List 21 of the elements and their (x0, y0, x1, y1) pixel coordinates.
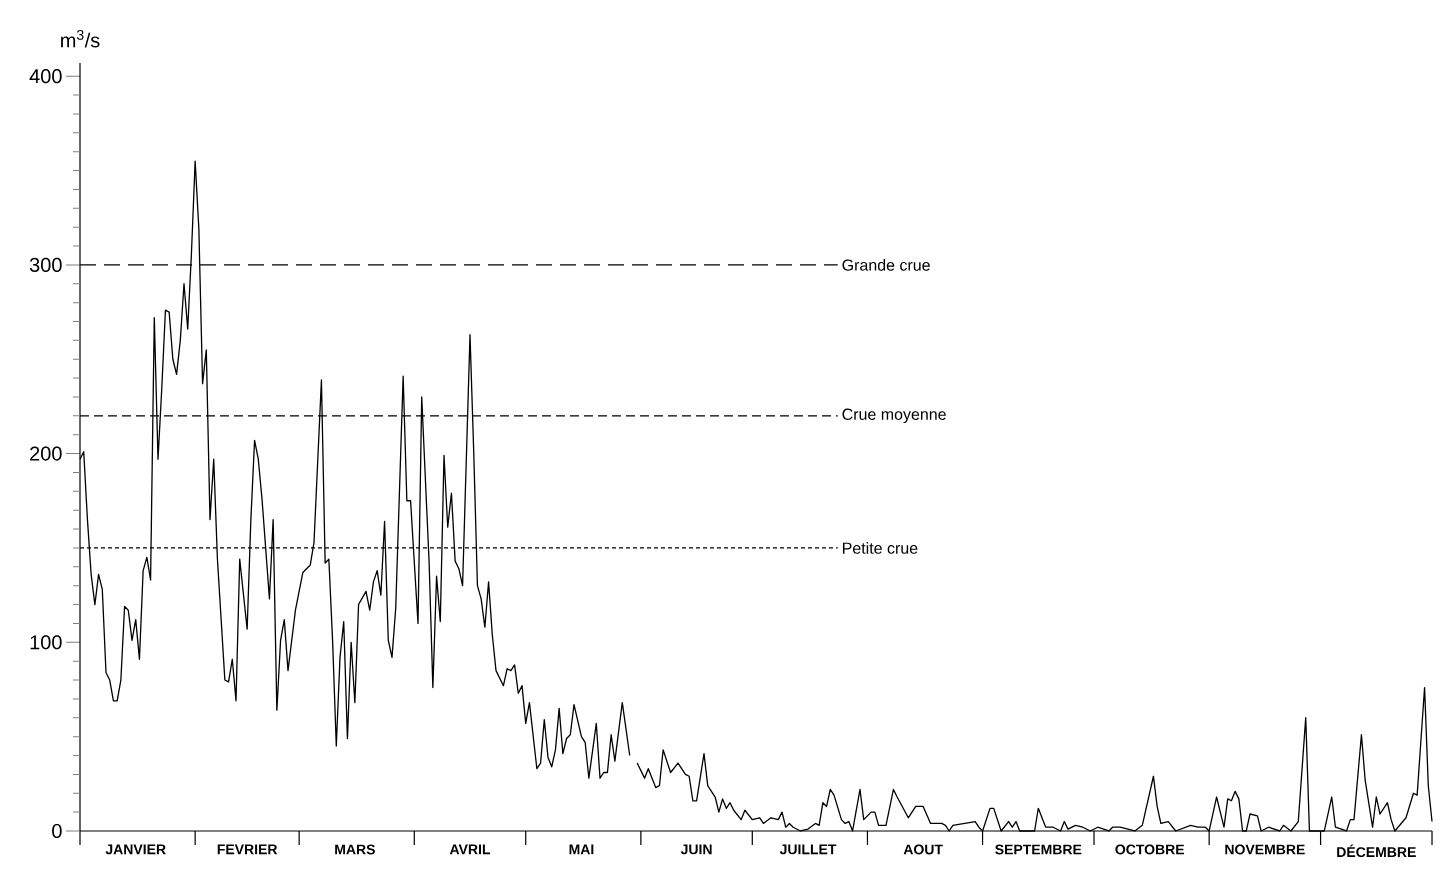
ref-line-label: Petite crue (842, 542, 918, 554)
ref-line-label: Grande crue (842, 259, 930, 271)
x-tick-label: JANVIER (105, 844, 166, 855)
y-tick-label: 0 (52, 823, 62, 839)
y-tick-label: 300 (29, 257, 62, 272)
x-tick-label: MARS (335, 844, 375, 855)
x-tick-label: OCTOBRE (1115, 844, 1185, 855)
y-tick-label: 100 (30, 635, 62, 650)
x-tick-label: SEPTEMBRE (995, 844, 1082, 855)
y-tick-label: 400 (29, 69, 62, 84)
ref-line-label: Crue moyenne (842, 408, 946, 424)
y-axis-title: m$^{3}$/s (61, 29, 100, 48)
x-tick-label: AOUT (903, 844, 943, 855)
x-tick-label: JUILLET (779, 844, 837, 855)
x-tick-label: NOVEMBRE (1225, 844, 1305, 855)
x-tick-label: AVRIL (449, 844, 491, 855)
x-tick-label: FEVRIER (217, 844, 278, 855)
x-tick-label: MAI (569, 844, 594, 855)
x-tick-label: JUIN (680, 844, 712, 855)
x-tick-label: DÉCEMBRE (1337, 844, 1416, 858)
y-tick-label: 200 (30, 446, 62, 461)
